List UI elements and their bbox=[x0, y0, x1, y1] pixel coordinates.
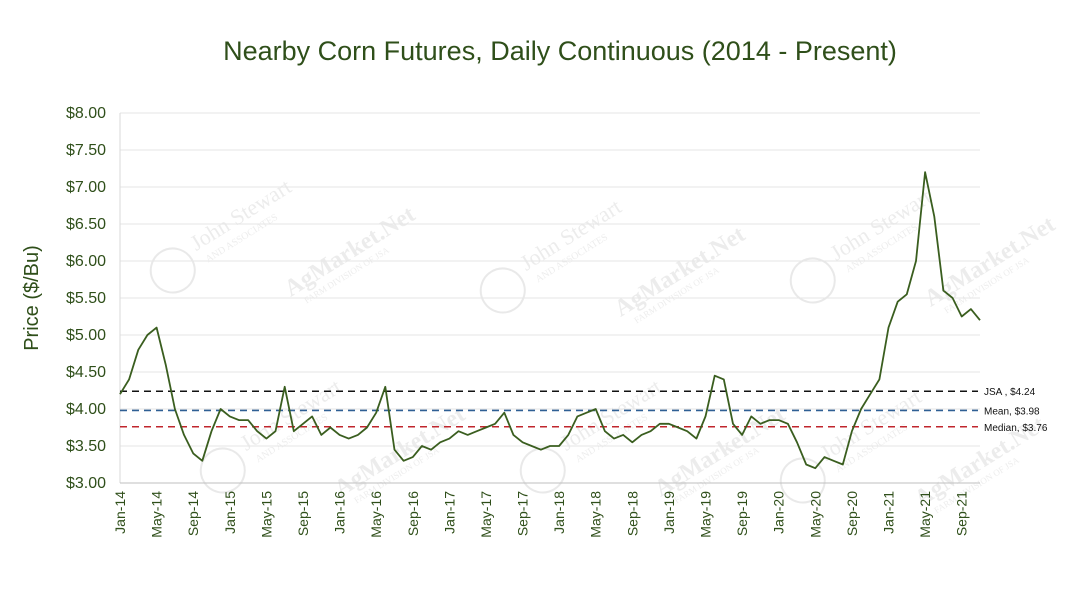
x-tick-label: Sep-19 bbox=[734, 491, 750, 536]
x-tick-label: Sep-14 bbox=[185, 491, 201, 536]
x-tick-label: Jan-19 bbox=[661, 491, 677, 534]
gridlines bbox=[119, 112, 980, 483]
x-tick-label: Jan-18 bbox=[551, 491, 567, 534]
y-tick-label: $6.00 bbox=[66, 253, 106, 270]
x-tick-label: Sep-16 bbox=[405, 491, 421, 536]
x-tick-label: Sep-15 bbox=[295, 491, 311, 536]
x-tick-label: May-16 bbox=[368, 491, 384, 538]
y-tick-label: $5.00 bbox=[66, 327, 106, 344]
reference-lines: JSA , $4.24 Mean, $3.98 Median, $3.76 bbox=[120, 387, 1048, 434]
reference-line-label: JSA , $4.24 bbox=[984, 387, 1036, 398]
x-tick-label: May-15 bbox=[258, 491, 274, 538]
y-tick-label: $3.50 bbox=[66, 438, 106, 455]
x-tick-label: May-20 bbox=[807, 491, 823, 538]
y-tick-label: $8.00 bbox=[66, 105, 106, 122]
y-tick-label: $3.00 bbox=[66, 475, 106, 492]
watermark-text: AgMarket.Net bbox=[650, 401, 790, 502]
x-tick-label: Jan-16 bbox=[332, 491, 348, 534]
y-tick-label: $4.50 bbox=[66, 364, 106, 381]
y-tick-label: $7.50 bbox=[66, 142, 106, 159]
x-tick-label: Sep-21 bbox=[954, 491, 970, 536]
x-tick-label: Sep-18 bbox=[624, 491, 640, 536]
price-series-line bbox=[119, 171, 981, 470]
watermark-text: AgMarket.Net bbox=[610, 221, 750, 322]
x-axis-ticks: Jan-14 May-14 Sep-14 Jan-15 May-15 Sep-15 Jan-… bbox=[112, 491, 970, 538]
y-tick-label: $7.00 bbox=[66, 179, 106, 196]
x-tick-label: May-17 bbox=[478, 491, 494, 538]
reference-line-label: Mean, $3.98 bbox=[984, 406, 1040, 417]
reference-line-label: Median, $3.76 bbox=[984, 423, 1048, 434]
watermark-text: AgMarket.Net bbox=[280, 201, 420, 302]
x-tick-label: Jan-20 bbox=[771, 491, 787, 534]
x-tick-label: Jan-21 bbox=[881, 491, 897, 534]
watermark-text: AgMarket.Net bbox=[330, 401, 470, 502]
chart-title: Nearby Corn Futures, Daily Continuous (2… bbox=[223, 36, 897, 66]
y-tick-label: $5.50 bbox=[66, 290, 106, 307]
y-tick-label: $6.50 bbox=[66, 216, 106, 233]
x-tick-label: Jan-15 bbox=[222, 491, 238, 534]
x-tick-label: Sep-20 bbox=[844, 491, 860, 536]
watermark-text: AgMarket.Net bbox=[920, 211, 1060, 312]
x-tick-label: May-18 bbox=[588, 491, 604, 538]
y-axis-label: Price ($/Bu) bbox=[21, 245, 43, 351]
x-tick-label: Jan-14 bbox=[112, 491, 128, 534]
y-tick-label: $4.00 bbox=[66, 401, 106, 418]
x-tick-label: May-19 bbox=[698, 491, 714, 538]
x-tick-label: Jan-17 bbox=[441, 491, 457, 534]
x-tick-label: May-14 bbox=[149, 491, 165, 538]
y-axis-ticks: $3.00 $3.50 $4.00 $4.50 $5.00 $5.50 $6.00 $6.50… bbox=[66, 105, 106, 492]
x-tick-label: Sep-17 bbox=[515, 491, 531, 536]
x-tick-label: May-21 bbox=[917, 491, 933, 538]
